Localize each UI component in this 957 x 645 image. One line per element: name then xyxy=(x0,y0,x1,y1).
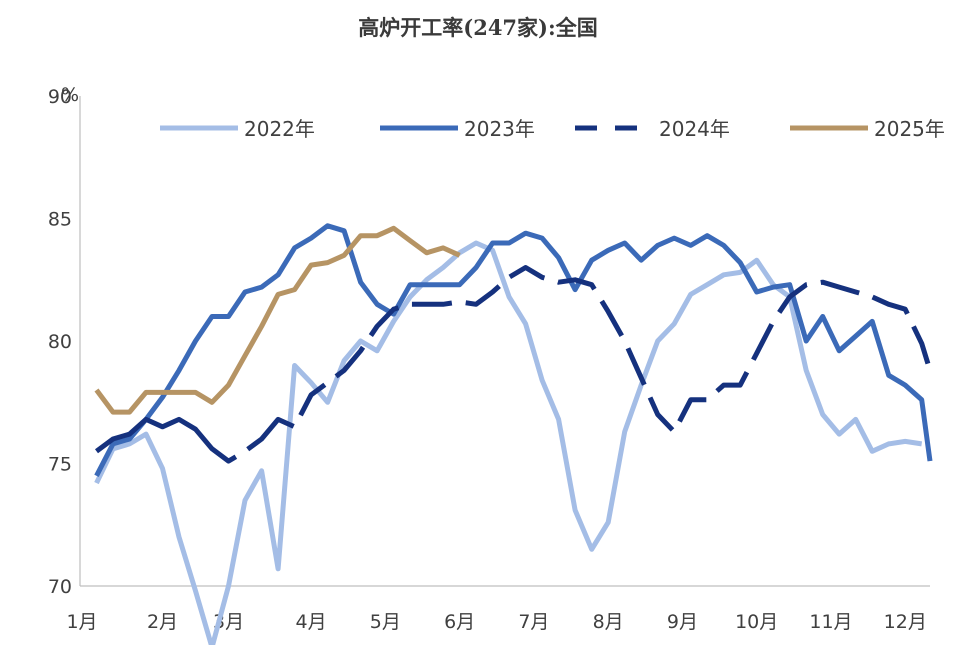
x-tick-label: 1月 xyxy=(66,611,97,633)
x-tick-label: 5月 xyxy=(370,611,401,633)
y-tick-label: 70 xyxy=(48,576,72,598)
x-tick-label: 8月 xyxy=(593,611,624,633)
series-lines xyxy=(94,223,933,645)
legend-label-4: 2025年 xyxy=(874,117,945,141)
series-line-2 xyxy=(94,223,933,477)
x-tick-label: 12月 xyxy=(884,611,927,633)
y-tick-label: 75 xyxy=(48,454,72,476)
y-tick-label: 85 xyxy=(48,209,72,231)
x-tick-label: 10月 xyxy=(735,611,778,633)
x-tick-label: 6月 xyxy=(444,611,475,633)
y-tick-label: 90 xyxy=(48,86,72,108)
legend-label-2: 2023年 xyxy=(464,117,535,141)
chart-title: 高炉开工率(247家):全国 xyxy=(358,15,597,40)
y-axis-unit: % xyxy=(61,84,79,106)
series-line-3 xyxy=(95,265,933,464)
legend-label-3: 2024年 xyxy=(659,117,730,141)
legend: 2022年 2023年 2024年 2025年 xyxy=(160,117,945,141)
x-tick-label: 7月 xyxy=(518,611,549,633)
series-line-1 xyxy=(94,240,923,645)
y-tick-label: 80 xyxy=(48,331,72,353)
legend-label-1: 2022年 xyxy=(244,117,315,141)
x-tick-label: 2月 xyxy=(147,611,178,633)
x-tick-label: 4月 xyxy=(296,611,327,633)
x-tick-label: 9月 xyxy=(667,611,698,633)
series-line-4 xyxy=(94,225,461,415)
x-tick-label: 11月 xyxy=(809,611,852,633)
